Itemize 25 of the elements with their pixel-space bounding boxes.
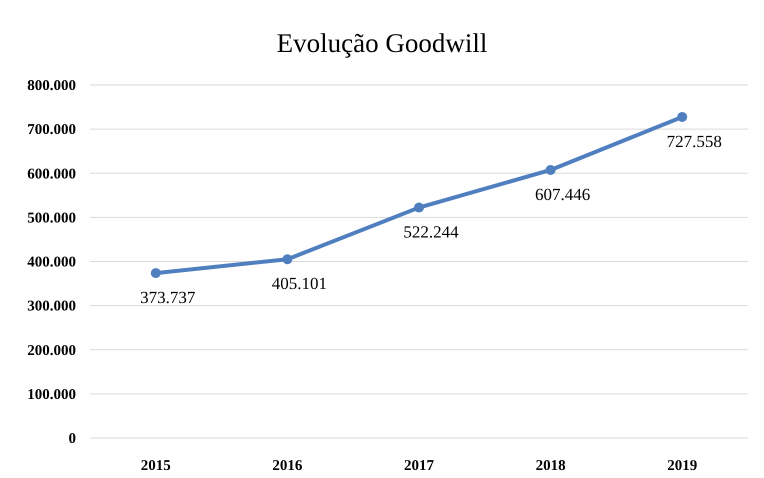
data-label: 607.446: [534, 184, 590, 204]
x-tick-label: 2015: [140, 458, 171, 474]
x-tick-label: 2018: [536, 458, 566, 474]
point: [546, 164, 556, 175]
point: [150, 268, 161, 278]
chart-title: Evolução Goodwill: [276, 28, 488, 58]
y-tick-label: 200.000: [27, 342, 76, 359]
point: [282, 254, 292, 264]
data-label: 727.558: [666, 132, 722, 151]
x-tick-label: 2017: [404, 458, 434, 474]
data-label: 522.244: [403, 222, 460, 242]
data-label: 405.101: [272, 274, 328, 294]
x-tick-label: 2019: [667, 458, 698, 474]
y-tick-label: 600.000: [27, 166, 76, 182]
point: [677, 112, 688, 122]
y-tick-label: 800.000: [27, 78, 76, 94]
y-tick-label: 100.000: [27, 386, 76, 403]
y-tick-label: 300.000: [27, 298, 76, 315]
point: [414, 202, 424, 213]
data-label: 373.737: [140, 288, 196, 308]
y-tick-label: 0: [68, 431, 76, 447]
y-tick-label: 500.000: [27, 210, 76, 226]
y-tick-label: 400.000: [27, 254, 76, 270]
y-tick-label: 700.000: [27, 122, 76, 138]
x-tick-label: 2016: [272, 458, 303, 474]
